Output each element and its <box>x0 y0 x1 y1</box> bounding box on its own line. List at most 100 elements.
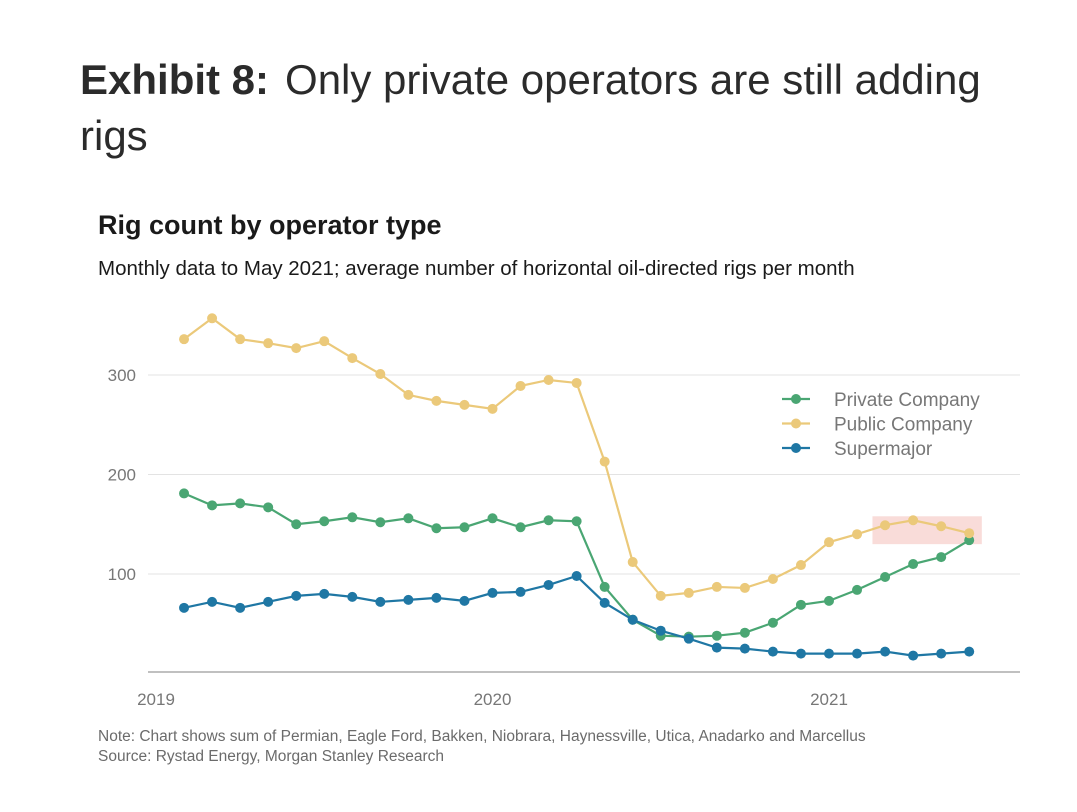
data-point <box>824 537 834 548</box>
data-point <box>235 602 246 613</box>
data-point <box>487 513 498 524</box>
legend-label: Public Company <box>834 415 973 436</box>
data-point <box>571 570 582 581</box>
data-point <box>711 581 722 592</box>
data-point <box>543 374 554 385</box>
data-point <box>908 515 919 526</box>
data-point <box>347 591 358 602</box>
legend: Private Company Public Company Supermajor <box>782 390 980 460</box>
data-point <box>599 581 610 592</box>
data-point <box>291 343 302 354</box>
data-point <box>543 515 554 526</box>
data-point <box>179 602 190 613</box>
data-point <box>936 648 947 659</box>
legend-label: Supermajor <box>834 439 933 460</box>
data-point <box>964 528 975 539</box>
data-point <box>908 650 919 661</box>
data-point <box>291 590 302 601</box>
data-point <box>908 559 919 570</box>
y-tick-label: 300 <box>108 366 136 385</box>
legend-item: Supermajor <box>782 439 933 460</box>
data-point <box>403 389 414 400</box>
data-point <box>487 403 498 414</box>
chart-subtitle: Monthly data to May 2021; average number… <box>98 257 855 280</box>
data-point <box>515 380 526 391</box>
series-lines <box>179 313 975 661</box>
data-point <box>431 523 442 534</box>
data-point <box>319 336 330 347</box>
series-line <box>183 492 970 638</box>
highlight-box <box>872 516 982 545</box>
data-point <box>515 522 526 533</box>
legend-label: Private Company <box>834 390 980 411</box>
data-point <box>880 520 891 531</box>
data-point <box>263 502 274 513</box>
data-point <box>179 334 190 345</box>
data-point <box>179 488 190 499</box>
data-point <box>571 377 582 388</box>
data-point <box>291 519 302 530</box>
data-point <box>375 369 386 380</box>
series-private-company <box>179 488 975 642</box>
data-point <box>767 617 778 628</box>
exhibit-label: Exhibit 8: <box>80 56 270 103</box>
legend-item: Private Company <box>782 390 980 411</box>
data-point <box>627 614 638 625</box>
data-point <box>627 557 638 568</box>
data-point <box>207 500 218 511</box>
data-point <box>431 395 442 406</box>
data-point <box>263 596 274 607</box>
data-point <box>235 334 246 345</box>
exhibit-heading: Exhibit 8: Only private operators are sti… <box>80 52 1040 164</box>
data-point <box>739 643 750 654</box>
data-point <box>207 313 218 324</box>
data-point <box>936 521 947 532</box>
highlight-region <box>872 516 982 545</box>
x-tick-label: 2021 <box>810 690 848 709</box>
data-point <box>880 646 891 657</box>
data-point <box>459 399 470 410</box>
data-point <box>683 633 694 644</box>
footnote: Note: Chart shows sum of Permian, Eagle … <box>98 727 866 767</box>
data-point <box>852 648 863 659</box>
data-point <box>571 516 582 527</box>
data-point <box>795 648 806 659</box>
series-supermajor <box>179 570 975 661</box>
data-point <box>431 592 442 603</box>
data-point <box>459 595 470 606</box>
data-point <box>599 456 610 467</box>
data-point <box>683 587 694 598</box>
data-point <box>543 579 554 590</box>
data-point <box>795 599 806 610</box>
legend-swatch-dot <box>791 394 801 404</box>
data-point <box>319 516 330 527</box>
data-point <box>852 529 863 540</box>
data-point <box>767 573 778 584</box>
data-point <box>824 595 834 606</box>
data-point <box>711 642 722 653</box>
data-point <box>459 522 470 533</box>
data-point <box>795 560 806 571</box>
axes: 100 200 300 2019 2020 2021 <box>108 366 1020 709</box>
data-point <box>515 586 526 597</box>
data-point <box>375 517 386 528</box>
grid-lines <box>148 374 1020 575</box>
data-point <box>964 535 975 546</box>
chart-note: Note: Chart shows sum of Permian, Eagle … <box>98 728 866 745</box>
exhibit-title: Only private operators are still adding … <box>80 56 981 159</box>
data-point <box>235 498 246 509</box>
data-point <box>739 627 750 638</box>
data-point <box>375 596 386 607</box>
legend-item: Public Company <box>782 415 973 436</box>
series-public-company <box>179 313 975 601</box>
data-point <box>824 648 834 659</box>
data-point <box>403 594 414 605</box>
data-point <box>936 552 947 563</box>
data-point <box>655 625 666 636</box>
x-tick-label: 2020 <box>474 690 512 709</box>
data-point <box>852 584 863 595</box>
data-point <box>711 630 722 641</box>
legend-swatch-dot <box>791 443 801 453</box>
